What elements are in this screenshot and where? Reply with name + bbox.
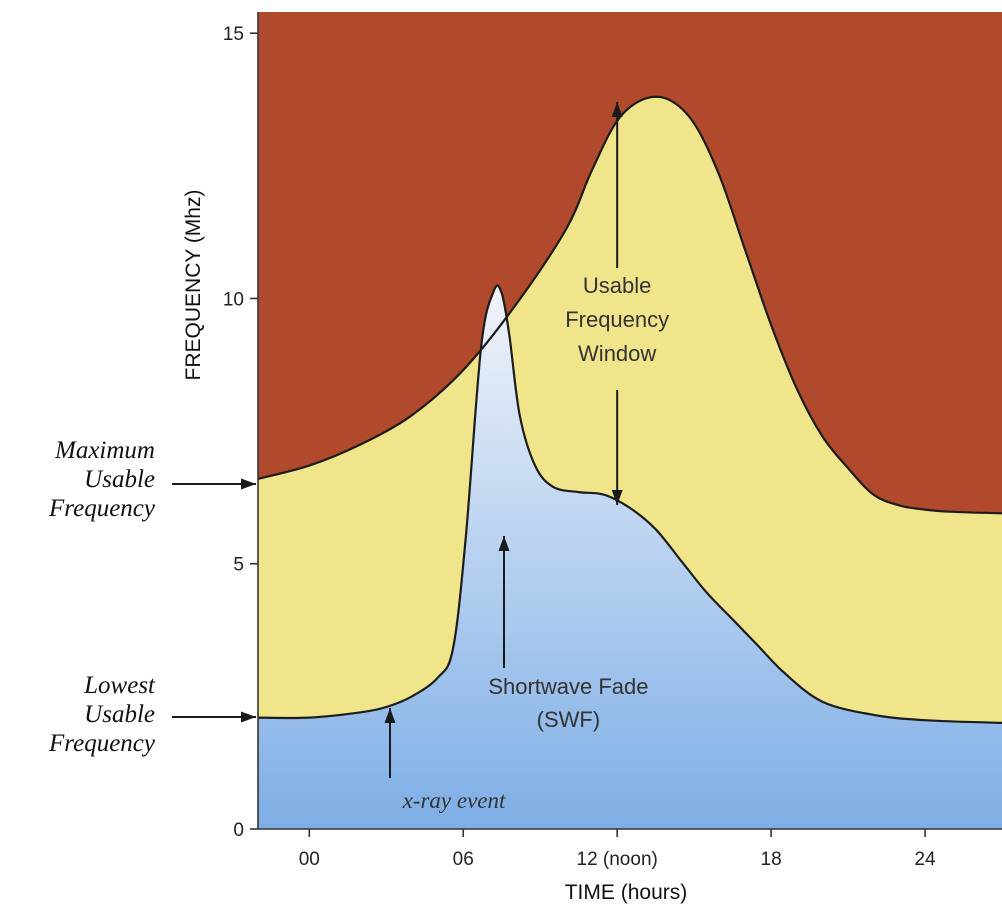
window-arrow-down <box>611 390 623 505</box>
window-label: Window <box>578 341 656 366</box>
muf-side-label: Frequency <box>48 495 156 522</box>
y-tick-label: 0 <box>233 820 244 841</box>
swf-arrow-head <box>498 536 510 551</box>
luf-side-label: Lowest <box>83 672 156 699</box>
xray-event-label: x-ray event <box>402 788 506 813</box>
x-tick-label: 18 <box>761 849 782 870</box>
window-arrow-up <box>611 102 623 268</box>
y-axis-title: FREQUENCY (Mhz) <box>182 190 205 381</box>
x-tick-label: 24 <box>914 849 936 870</box>
swf-label: (SWF) <box>537 707 601 732</box>
luf-side-label: Usable <box>84 701 155 728</box>
usable-frequency-area <box>258 96 1002 829</box>
muf-curve <box>258 95 1002 515</box>
plot-area <box>258 12 1002 829</box>
x-tick-label: 12 (noon) <box>577 849 658 870</box>
muf-arrow-head <box>241 478 256 490</box>
window-arrow-down-head <box>611 490 623 505</box>
y-tick-label: 15 <box>223 24 244 45</box>
luf-side-label: Frequency <box>48 730 156 757</box>
xray-arrow <box>384 708 396 778</box>
x-axis-title: TIME (hours) <box>565 881 688 904</box>
annotations: MaximumUsableFrequencyLowestUsableFreque… <box>48 102 669 813</box>
swf-arrow <box>498 536 510 668</box>
y-tick-label: 10 <box>223 289 244 310</box>
window-arrow-up-head <box>611 102 623 117</box>
window-label: Frequency <box>565 307 669 332</box>
muf-arrow <box>172 478 256 490</box>
below-luf-area <box>258 285 1002 829</box>
x-tick-label: 06 <box>453 849 474 870</box>
muf-side-label: Usable <box>84 466 155 493</box>
window-label: Usable <box>583 273 651 298</box>
swf-label: Shortwave Fade <box>488 674 648 699</box>
xray-arrow-head <box>384 708 396 723</box>
x-tick-label: 00 <box>299 849 320 870</box>
y-tick-label: 5 <box>233 555 244 576</box>
luf-curve <box>258 284 1002 724</box>
muf-side-label: Maximum <box>54 437 155 464</box>
luf-arrow-head <box>241 711 256 723</box>
axes: 0 5 10 15 00 06 12 (noon) 18 24 TIME (hours) FREQU… <box>182 12 1002 904</box>
luf-arrow <box>172 711 256 723</box>
